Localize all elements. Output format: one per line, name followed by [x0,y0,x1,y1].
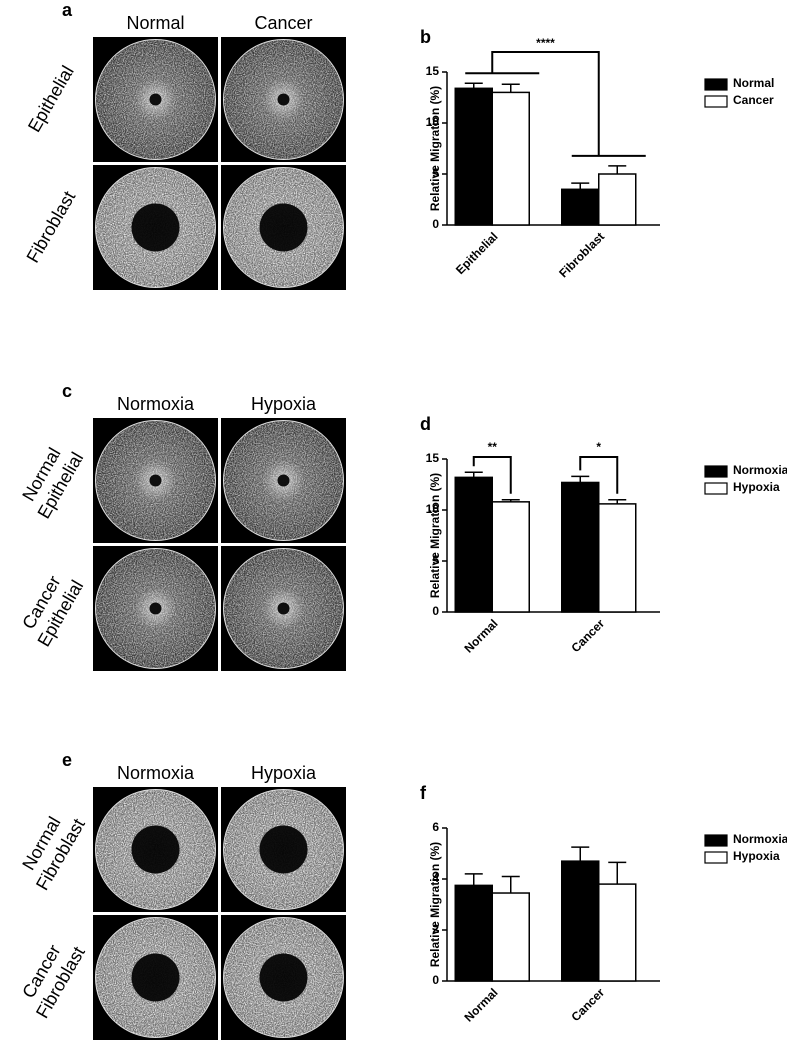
legend-label: Normal [733,76,774,90]
disc-rim [95,548,216,669]
y-tick-label: 15 [426,451,440,465]
legend-label: Hypoxia [733,849,780,863]
exclusion-zone [149,474,162,487]
y-tick-label: 10 [426,115,440,129]
row-label: Epithelial [24,62,78,135]
disc-rim [223,420,344,541]
bar [454,884,493,982]
exclusion-zone [149,93,162,106]
exclusion-zone [259,203,308,252]
panel-label: f [420,783,427,803]
disc-rim [223,167,344,288]
panel-label: e [62,750,72,770]
panel-label: a [62,0,73,20]
legend-swatch [704,465,728,478]
bar [454,87,493,226]
y-axis-label: Relative Migration (%) [428,86,442,211]
x-tick-label: Cancer [568,985,607,1024]
disc-rim [223,917,344,1038]
exclusion-zone [131,953,180,1002]
bar [561,481,600,613]
exclusion-zone [259,825,308,874]
y-tick-label: 10 [426,502,440,516]
significance-bracket [491,51,600,156]
bar [598,173,637,226]
y-tick-label: 5 [432,553,439,567]
exclusion-zone [277,602,290,615]
exclusion-zone [131,825,180,874]
bar [598,883,637,982]
y-tick-label: 0 [432,973,439,987]
y-tick-label: 5 [432,166,439,180]
x-tick-label: Cancer [568,616,607,655]
disc-rim [223,789,344,910]
y-tick-label: 0 [432,217,439,231]
significance-label: **** [536,36,555,50]
significance-bracket [472,456,512,494]
panel-label: c [62,381,72,401]
legend-swatch [704,834,728,847]
y-axis-label: Relative Migration (%) [428,842,442,967]
legend-label: Hypoxia [733,480,780,494]
legend-label: Cancer [733,93,774,107]
bar [561,860,600,982]
x-tick-label: Normal [461,616,500,655]
disc-rim [95,789,216,910]
disc-rim [223,548,344,669]
y-tick-label: 6 [432,820,439,834]
y-tick-label: 15 [426,64,440,78]
column-label: Hypoxia [251,394,317,414]
significance-label: * [596,440,601,454]
bar [491,91,530,226]
bar [491,892,530,982]
bar [598,503,637,613]
legend-label: Normoxia [733,463,787,477]
panel-label: d [420,414,431,434]
exclusion-zone [277,93,290,106]
y-axis-label: Relative Migration (%) [428,473,442,598]
disc-rim [95,39,216,160]
panel-label: b [420,27,431,47]
legend-swatch [704,78,728,91]
bar [491,501,530,613]
column-label: Cancer [254,13,312,33]
legend-swatch [704,95,728,108]
exclusion-zone [149,602,162,615]
y-tick-label: 2 [432,922,439,936]
bar [454,476,493,613]
column-label: Normal [126,13,184,33]
exclusion-zone [259,953,308,1002]
y-tick-label: 4 [432,871,439,885]
column-label: Hypoxia [251,763,317,783]
x-tick-label: Epithelial [453,229,501,277]
disc-rim [95,420,216,541]
row-label-line: Epithelial [24,62,78,135]
column-label: Normoxia [117,394,195,414]
legend-swatch [704,851,728,864]
row-label: Fibroblast [22,188,79,266]
legend-swatch [704,482,728,495]
exclusion-zone [131,203,180,252]
column-label: Normoxia [117,763,195,783]
disc-rim [223,39,344,160]
bar [561,188,600,226]
disc-rim [95,917,216,1038]
y-tick-label: 0 [432,604,439,618]
significance-label: ** [488,440,498,454]
x-tick-label: Fibroblast [556,229,607,280]
significance-bracket [579,456,619,494]
row-label-line: Fibroblast [22,188,79,266]
disc-rim [95,167,216,288]
legend-label: Normoxia [733,832,787,846]
x-tick-label: Normal [461,985,500,1024]
exclusion-zone [277,474,290,487]
